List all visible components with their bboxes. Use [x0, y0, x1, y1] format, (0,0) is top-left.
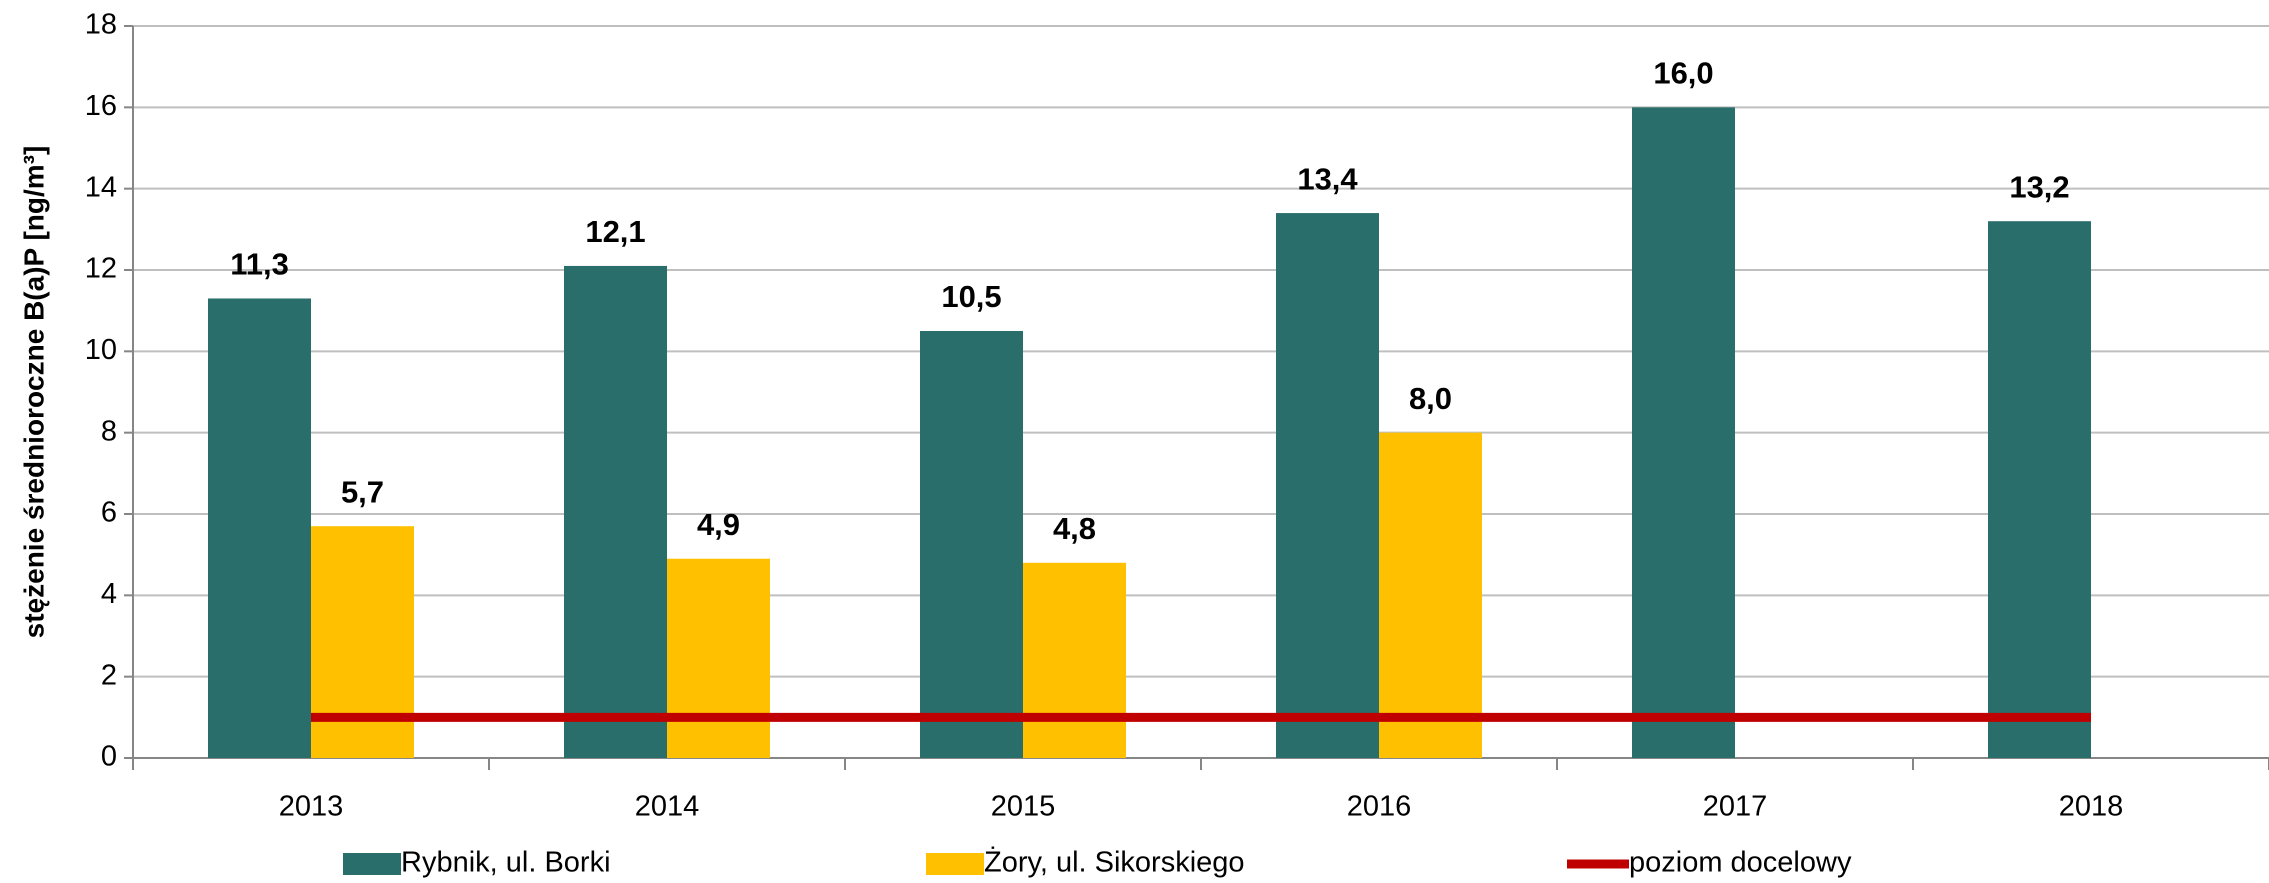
value-label: 10,5 [941, 279, 1001, 314]
legend-label: Żory, ul. Sikorskiego [984, 846, 1245, 879]
legend-label: Rybnik, ul. Borki [401, 847, 611, 879]
bar [920, 331, 1023, 758]
legend-swatch [926, 853, 984, 875]
bar [208, 298, 311, 758]
value-label: 12,1 [585, 214, 645, 249]
bar [1632, 107, 1735, 759]
y-tick-label: 16 [85, 90, 117, 122]
y-tick-label: 18 [85, 9, 117, 41]
x-tick-label: 2018 [2059, 791, 2124, 823]
x-tick-label: 2014 [635, 791, 700, 823]
x-tick-label: 2015 [991, 791, 1056, 823]
bar [1276, 213, 1379, 759]
value-label: 4,8 [1053, 511, 1096, 546]
y-tick-label: 14 [85, 171, 117, 203]
x-tick-label: 2016 [1347, 791, 1412, 823]
y-tick-label: 10 [85, 334, 117, 366]
y-tick-label: 8 [101, 415, 117, 447]
bar [667, 558, 770, 758]
legend-label: poziom docelowy [1629, 847, 1852, 879]
value-label: 13,2 [2009, 169, 2069, 204]
x-tick-label: 2013 [279, 791, 344, 823]
x-tick-label: 2017 [1703, 791, 1768, 823]
bar [311, 526, 414, 758]
y-tick-label: 6 [101, 497, 117, 529]
value-label: 4,9 [697, 507, 740, 542]
bar [564, 265, 667, 758]
y-tick-label: 2 [101, 659, 117, 691]
bar [1988, 221, 2091, 758]
value-label: 8,0 [1409, 381, 1452, 416]
legend-swatch [343, 853, 401, 875]
y-axis-label: stężenie średnioroczne B(a)P [ng/m³] [18, 146, 49, 639]
y-tick-label: 4 [101, 578, 117, 610]
bar [1023, 562, 1126, 758]
y-tick-label: 12 [85, 253, 117, 285]
y-tick-label: 0 [101, 741, 117, 773]
value-label: 13,4 [1297, 161, 1358, 196]
value-label: 5,7 [341, 474, 384, 509]
value-label: 11,3 [230, 247, 289, 282]
value-label: 16,0 [1653, 56, 1713, 91]
bar [1379, 432, 1482, 758]
